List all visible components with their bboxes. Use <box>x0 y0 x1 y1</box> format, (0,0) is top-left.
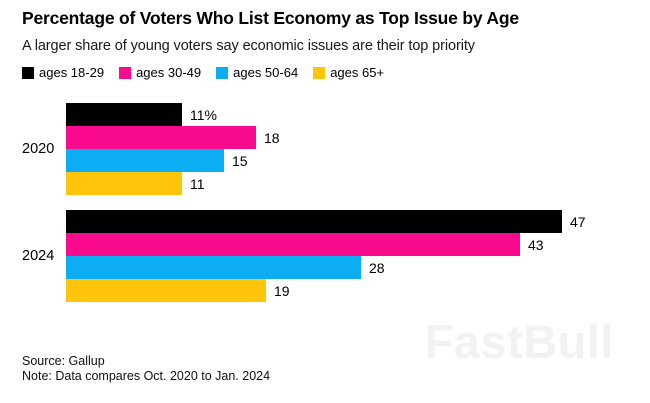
bar-2020-ages-30-49 <box>66 126 256 149</box>
bar-group-2020: 2020 11% 18 15 11 <box>22 103 650 195</box>
bar-value-label: 47 <box>570 213 586 230</box>
legend: ages 18-29 ages 30-49 ages 50-64 ages 65+ <box>22 65 650 80</box>
footer: Source: Gallup Note: Data compares Oct. … <box>22 354 270 385</box>
bars-2024: 47 43 28 19 <box>66 210 586 302</box>
legend-swatch-ages-18-29 <box>22 66 34 79</box>
bar-2020-ages-18-29 <box>66 103 182 126</box>
bar-row: 43 <box>66 233 586 256</box>
legend-item-ages-30-49: ages 30-49 <box>119 65 201 80</box>
bar-chart: 2020 11% 18 15 11 2024 47 43 28 19 <box>22 103 650 302</box>
bar-2020-ages-65+ <box>66 172 182 195</box>
bar-row: 11% <box>66 103 280 126</box>
bar-value-label: 18 <box>264 129 280 146</box>
legend-swatch-ages-30-49 <box>119 66 132 79</box>
legend-item-ages-65-plus: ages 65+ <box>313 65 384 80</box>
bar-value-label: 19 <box>274 282 290 299</box>
bar-2024-ages-30-49 <box>66 233 520 256</box>
chart-title: Percentage of Voters Who List Economy as… <box>22 8 519 28</box>
legend-label: ages 30-49 <box>136 65 202 80</box>
bar-value-label: 11 <box>190 175 205 192</box>
bars-2020: 11% 18 15 11 <box>66 103 280 195</box>
bar-row: 28 <box>66 256 586 279</box>
note-text: Note: Data compares Oct. 2020 to Jan. 20… <box>22 369 271 384</box>
chart-subtitle: A larger share of young voters say econo… <box>22 38 475 54</box>
bar-group-2024: 2024 47 43 28 19 <box>22 210 650 302</box>
bar-row: 11 <box>66 172 280 195</box>
bar-2020-ages-50-64 <box>66 149 224 172</box>
bar-row: 19 <box>66 279 586 302</box>
legend-label: ages 50-64 <box>233 65 299 80</box>
bar-row: 18 <box>66 126 280 149</box>
legend-item-ages-18-29: ages 18-29 <box>22 65 104 80</box>
bar-value-label: 15 <box>232 152 248 169</box>
bar-2024-ages-50-64 <box>66 256 361 279</box>
bar-value-label: 43 <box>528 236 544 253</box>
legend-swatch-ages-50-64 <box>216 66 229 79</box>
legend-label: ages 65+ <box>330 65 385 80</box>
bar-row: 15 <box>66 149 280 172</box>
year-label-2024: 2024 <box>22 248 55 264</box>
bar-row: 47 <box>66 210 586 233</box>
watermark: FastBull <box>424 315 614 368</box>
source-text: Source: Gallup <box>22 354 105 368</box>
legend-label: ages 18-29 <box>39 65 105 80</box>
legend-item-ages-50-64: ages 50-64 <box>216 65 298 80</box>
bar-value-label: 28 <box>369 259 385 276</box>
year-label-2020: 2020 <box>22 141 55 157</box>
bar-2024-ages-65+ <box>66 279 266 302</box>
bar-value-label: 11% <box>190 106 217 123</box>
legend-swatch-ages-65-plus <box>313 66 326 79</box>
bar-2024-ages-18-29 <box>66 210 562 233</box>
